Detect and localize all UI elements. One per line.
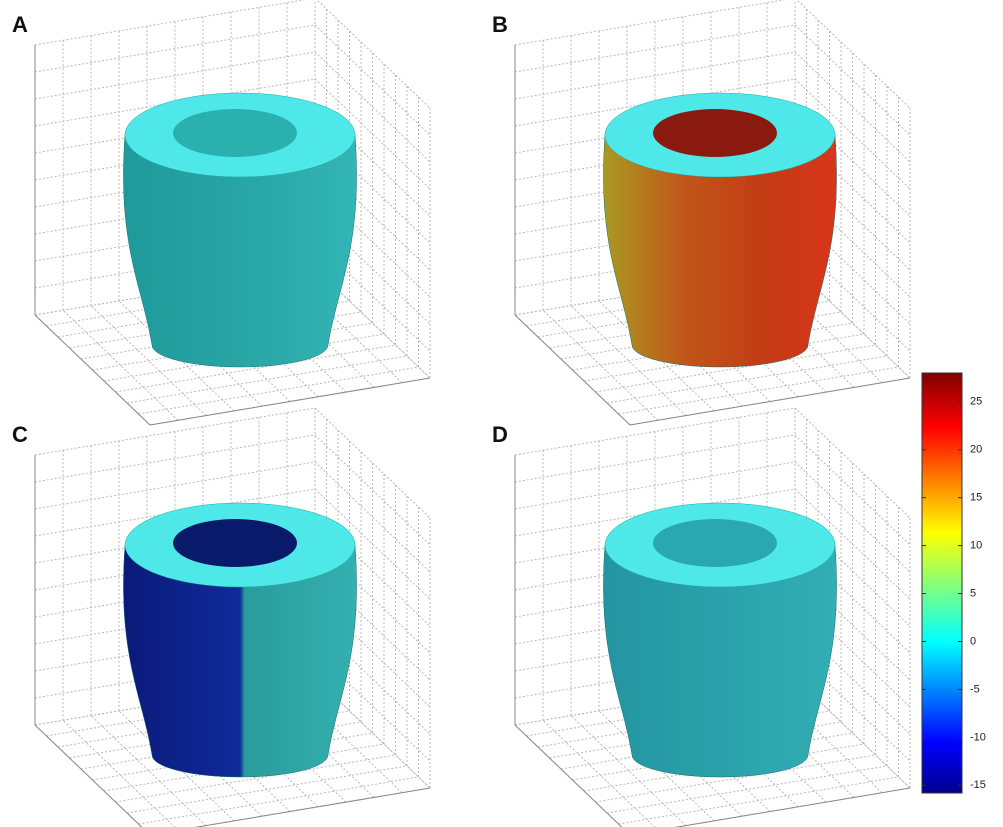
grid-line bbox=[515, 25, 795, 72]
cup-hole bbox=[173, 109, 297, 157]
grid-line bbox=[35, 435, 315, 482]
cup-hole bbox=[173, 519, 297, 567]
grid-line bbox=[35, 25, 315, 72]
colorbar: -15 -10 -5 0 5 10 15 20 25 bbox=[922, 373, 986, 793]
panel-label: D bbox=[492, 422, 508, 447]
tick-label: 5 bbox=[970, 587, 976, 599]
grid-line bbox=[515, 435, 795, 482]
tick-label: 0 bbox=[970, 635, 976, 647]
panel-label: C bbox=[12, 422, 28, 447]
grid-line bbox=[515, 315, 630, 425]
colorbar-gradient bbox=[922, 373, 962, 793]
tick-label: -5 bbox=[970, 683, 980, 695]
panel-label: A bbox=[12, 12, 28, 37]
grid-line bbox=[619, 367, 899, 414]
figure: A B C D -15 -10 -5 0 5 10 15 20 25 bbox=[0, 0, 1003, 827]
grid-line bbox=[35, 315, 150, 425]
grid-line bbox=[630, 788, 910, 827]
panels: A B C D bbox=[12, 0, 910, 827]
grid-line bbox=[630, 378, 910, 425]
tick-label: 15 bbox=[970, 492, 982, 504]
tick-label: -15 bbox=[970, 779, 986, 791]
panel: B bbox=[492, 0, 910, 425]
cup-hole bbox=[653, 109, 777, 157]
tick-label: 25 bbox=[970, 396, 982, 408]
panel: C bbox=[12, 408, 430, 827]
panel: A bbox=[12, 0, 430, 425]
tick-label: 10 bbox=[970, 540, 982, 552]
grid-line bbox=[150, 378, 430, 425]
grid-line bbox=[139, 367, 419, 414]
grid-line bbox=[630, 788, 910, 827]
tick-label: -10 bbox=[970, 731, 986, 743]
grid-line bbox=[139, 777, 419, 824]
cup-hole bbox=[653, 519, 777, 567]
grid-line bbox=[150, 788, 430, 827]
panel: D bbox=[492, 408, 910, 827]
panel-label: B bbox=[492, 12, 508, 37]
tick-label: 20 bbox=[970, 444, 982, 456]
grid-line bbox=[150, 788, 430, 827]
grid-line bbox=[619, 777, 899, 824]
